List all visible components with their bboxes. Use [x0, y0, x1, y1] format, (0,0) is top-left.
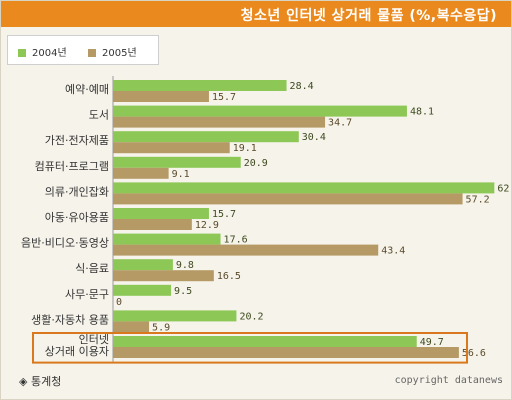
category-label: 인터넷 상거래 이용자: [45, 333, 109, 358]
value-label-2004: 49.7: [420, 337, 444, 348]
bar-2004: [113, 310, 237, 322]
bar-2004: [113, 182, 495, 194]
bar-2005: [113, 116, 326, 128]
category-label: 식·음료: [75, 262, 109, 275]
bar-2005: [113, 321, 150, 333]
value-label-2005: 16.5: [217, 271, 241, 282]
category-label-line: 가전·전자제품: [45, 134, 109, 147]
legend-item-2005: 2005년: [88, 44, 137, 59]
category-label-line: 생활·자동차 용품: [31, 312, 109, 326]
value-label-2004: 48.1: [410, 107, 434, 118]
bar-2004: [113, 156, 241, 168]
bar-2005: [113, 244, 379, 256]
bar-2005: [113, 193, 463, 205]
value-label-2005: 0: [116, 297, 122, 308]
value-label-2005: 5.9: [152, 322, 170, 333]
value-label-2005: 9.1: [172, 169, 190, 180]
category-label-line: 컴퓨터·프로그램: [35, 160, 109, 173]
value-label-2005: 15.7: [212, 92, 236, 103]
bar-2004: [113, 105, 407, 117]
legend: 2004년 2005년: [7, 35, 159, 65]
value-label-2005: 34.7: [328, 118, 352, 129]
bar-2005: [113, 270, 214, 282]
value-label-2004: 30.4: [302, 132, 326, 143]
bar-2005: [113, 91, 209, 102]
legend-label-2005: 2005년: [102, 48, 137, 59]
category-label-line: 인터넷: [79, 333, 109, 346]
category-label: 도서: [89, 109, 109, 122]
value-label-2004: 9.5: [174, 286, 192, 297]
legend-item-2004: 2004년: [18, 44, 67, 59]
category-label-line: 아동·유아용품: [45, 211, 109, 224]
value-label-2005: 56.6: [462, 348, 486, 359]
category-label: 의류·개인잡화: [45, 185, 109, 198]
copyright-label: copyright datanews: [394, 375, 503, 386]
value-label-2004: 62.4: [497, 183, 511, 194]
bar-2004: [113, 336, 417, 347]
bar-chart: 예약·예매 28.4 15.7 도서 48.1 34.7 가전·전자제품 30.4 19.1 컴퓨…: [21, 76, 511, 364]
value-label-2005: 12.9: [195, 220, 219, 231]
category-label: 아동·유아용품: [45, 211, 109, 224]
category-label: 생활·자동차 용품: [31, 312, 109, 326]
category-label: 사무·문구: [65, 288, 109, 301]
legend-swatch-2005: [88, 49, 96, 57]
bar-2004: [113, 80, 287, 91]
category-label-line: 의류·개인잡화: [45, 185, 109, 198]
legend-swatch-2004: [18, 49, 26, 57]
category-label-line: 사무·문구: [65, 288, 109, 301]
value-label-2005: 57.2: [466, 194, 490, 205]
chart-title: 청소년 인터넷 상거래 물품 (%,복수응답): [240, 8, 497, 24]
legend-label-2004: 2004년: [32, 48, 67, 59]
category-label: 컴퓨터·프로그램: [35, 160, 109, 173]
value-label-2004: 20.9: [244, 158, 268, 169]
title-bar: 청소년 인터넷 상거래 물품 (%,복수응답): [1, 1, 511, 27]
value-label-2004: 28.4: [290, 81, 314, 92]
source-label: ◈ 통계청: [19, 375, 62, 388]
category-label: 가전·전자제품: [45, 134, 109, 147]
bar-2005: [113, 142, 230, 154]
value-label-2004: 17.6: [224, 235, 248, 246]
value-label-2005: 19.1: [233, 143, 257, 154]
value-label-2004: 9.8: [176, 260, 194, 271]
bar-2005: [113, 347, 459, 358]
category-label: 음반·비디오·동영상: [21, 237, 109, 250]
bar-2004: [113, 233, 221, 245]
bar-2005: [113, 219, 192, 230]
value-label-2004: 20.2: [239, 311, 263, 322]
category-label: 예약·예매: [65, 82, 109, 96]
bar-2004: [113, 259, 173, 271]
value-label-2005: 43.4: [381, 246, 405, 257]
bar-2004: [113, 208, 209, 219]
highlight-box: [32, 332, 468, 364]
category-label-line: 음반·비디오·동영상: [21, 237, 109, 250]
value-label-2004: 15.7: [212, 209, 236, 220]
category-label-line: 도서: [89, 109, 109, 122]
bar-2004: [113, 131, 299, 143]
category-label-line: 예약·예매: [65, 82, 109, 96]
category-label-line: 식·음료: [75, 262, 109, 275]
bar-2005: [113, 167, 169, 179]
category-label-line: 상거래 이용자: [45, 345, 109, 358]
bar-2004: [113, 284, 172, 296]
